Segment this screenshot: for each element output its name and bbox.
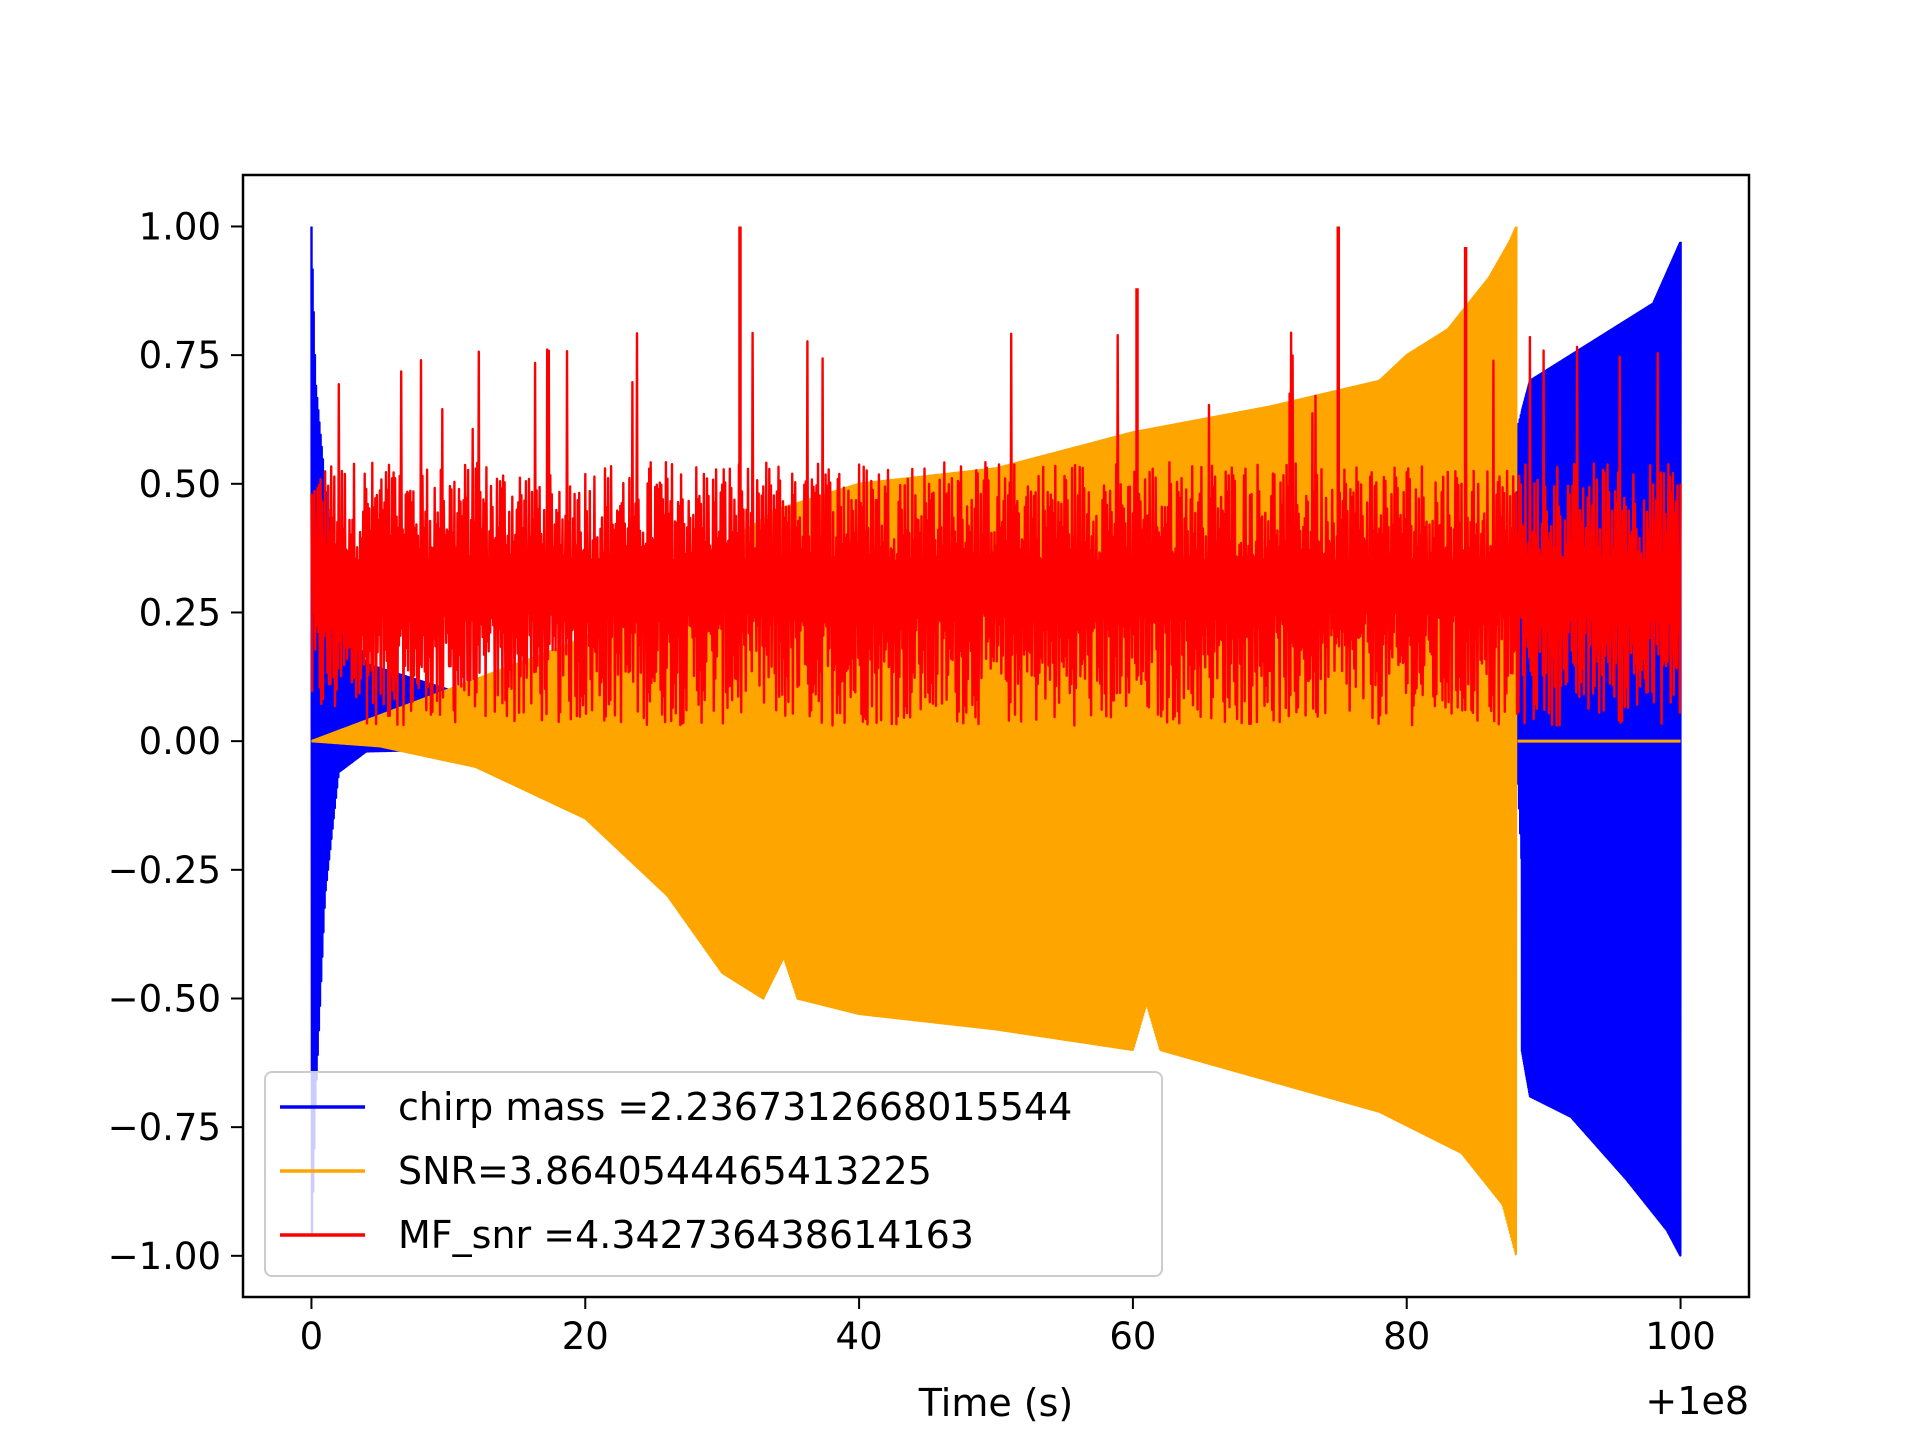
legend-label: MF_snr =4.342736438614163	[398, 1213, 974, 1257]
x-axis: 0 20 40 60 80 100	[300, 1297, 1716, 1358]
series-line-chirp-mass-late	[1520, 241, 1682, 1257]
x-tick-label: 0	[300, 1315, 324, 1358]
legend: chirp mass =2.2367312668015544 SNR=3.8640…	[264, 1071, 1163, 1277]
x-tick-label: 40	[836, 1315, 883, 1358]
y-tick-label: −0.75	[108, 1106, 221, 1149]
x-tick-label: 80	[1383, 1315, 1430, 1358]
y-tick-label: 0.25	[139, 591, 221, 634]
x-tick-label: 60	[1109, 1315, 1156, 1358]
y-tick-label: 0.50	[139, 463, 221, 506]
y-tick-label: 0.75	[139, 334, 221, 377]
series-line-snr	[310, 226, 1518, 1256]
x-axis-offset-label: +1e8	[1645, 1379, 1749, 1423]
y-axis: 1.00 0.75 0.50 0.25 0.00 −0.25 −0.50 −0.75 −1.00	[108, 205, 243, 1278]
x-tick-label: 20	[562, 1315, 609, 1358]
y-tick-label: 1.00	[139, 205, 221, 248]
series-layer	[310, 226, 1682, 1257]
plot-area-frame	[241, 173, 1751, 1299]
y-tick-label: −0.50	[108, 977, 221, 1020]
legend-box	[264, 1071, 1163, 1277]
legend-label: SNR=3.8640544465413225	[398, 1149, 932, 1193]
x-tick-label: 100	[1645, 1315, 1716, 1358]
x-axis-label: Time (s)	[918, 1381, 1074, 1425]
legend-label: chirp mass =2.2367312668015544	[398, 1085, 1072, 1129]
y-tick-label: −1.00	[108, 1235, 221, 1278]
y-tick-label: −0.25	[108, 849, 221, 892]
y-tick-label: 0.00	[139, 720, 221, 763]
series-line-mf-snr	[310, 331, 1682, 727]
